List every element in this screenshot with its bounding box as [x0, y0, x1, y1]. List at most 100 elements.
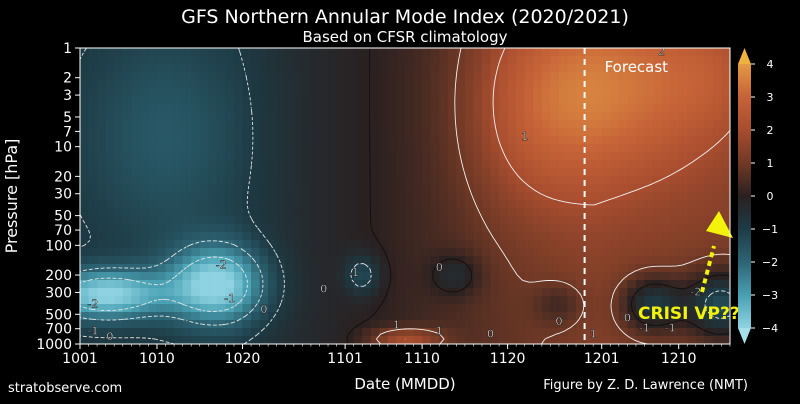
field-cell	[139, 96, 150, 105]
field-cell	[310, 240, 321, 249]
field-cell	[293, 272, 303, 281]
field-cell	[550, 224, 560, 233]
field-cell	[439, 80, 449, 89]
field-cell	[319, 136, 329, 145]
field-cell	[310, 320, 321, 329]
field-cell	[336, 120, 346, 129]
field-cell	[618, 136, 628, 145]
field-cell	[251, 128, 261, 137]
field-cell	[268, 104, 278, 113]
field-cell	[550, 96, 560, 105]
field-cell	[422, 168, 432, 177]
field-cell	[293, 128, 303, 137]
field-cell	[88, 240, 98, 249]
field-cell	[456, 112, 466, 121]
field-cell	[550, 288, 560, 297]
field-cell	[653, 192, 663, 201]
field-cell	[97, 72, 107, 81]
field-cell	[422, 240, 432, 249]
field-cell	[122, 232, 132, 241]
field-cell	[268, 296, 278, 305]
field-cell	[336, 264, 346, 273]
field-cell	[131, 312, 141, 321]
field-cell	[422, 112, 432, 121]
field-cell	[345, 64, 355, 73]
field-cell	[148, 240, 158, 249]
field-cell	[139, 328, 150, 337]
field-cell	[405, 200, 415, 209]
field-cell	[447, 176, 457, 185]
field-cell	[268, 216, 278, 225]
field-cell	[122, 64, 132, 73]
field-cell	[422, 72, 432, 81]
field-cell	[439, 328, 449, 337]
field-cell	[447, 272, 457, 281]
field-cell	[319, 280, 329, 289]
field-cell	[550, 312, 560, 321]
field-cell	[276, 336, 286, 344]
field-cell	[225, 48, 235, 57]
field-cell	[156, 96, 167, 105]
nam-field	[80, 48, 730, 344]
field-cell	[635, 208, 646, 217]
field-cell	[430, 288, 440, 297]
field-cell	[191, 296, 201, 305]
field-cell	[319, 296, 329, 305]
field-cell	[541, 264, 551, 273]
field-cell	[319, 312, 329, 321]
field-cell	[80, 296, 90, 305]
field-cell	[191, 80, 201, 89]
field-cell	[362, 152, 372, 161]
field-cell	[635, 296, 646, 305]
field-cell	[139, 272, 150, 281]
field-cell	[610, 88, 620, 97]
field-cell	[422, 136, 432, 145]
field-cell	[319, 56, 329, 65]
field-cell	[302, 88, 312, 97]
field-cell	[387, 248, 398, 257]
field-cell	[345, 152, 355, 161]
field-cell	[182, 128, 192, 137]
field-cell	[268, 320, 278, 329]
field-cell	[396, 304, 406, 313]
field-cell	[310, 272, 321, 281]
field-cell	[362, 232, 372, 241]
field-cell	[422, 200, 432, 209]
field-cell	[345, 176, 355, 185]
field-cell	[387, 336, 398, 344]
field-cell	[293, 104, 303, 113]
field-cell	[550, 160, 560, 169]
field-cell	[353, 256, 363, 265]
field-cell	[439, 184, 449, 193]
field-cell	[302, 120, 312, 129]
field-cell	[524, 96, 534, 105]
field-cell	[174, 288, 184, 297]
field-cell	[370, 136, 380, 145]
field-cell	[293, 216, 303, 225]
field-cell	[396, 232, 406, 241]
field-cell	[208, 112, 218, 121]
field-cell	[635, 304, 646, 313]
field-cell	[405, 152, 415, 161]
field-cell	[387, 88, 398, 97]
field-cell	[139, 120, 150, 129]
field-cell	[251, 136, 261, 145]
field-cell	[182, 112, 192, 121]
field-cell	[148, 192, 158, 201]
field-cell	[251, 224, 261, 233]
field-cell	[653, 264, 663, 273]
field-cell	[524, 136, 534, 145]
field-cell	[558, 296, 569, 305]
field-cell	[387, 144, 398, 153]
field-cell	[704, 120, 714, 129]
field-cell	[328, 256, 338, 265]
field-cell	[610, 288, 620, 297]
field-cell	[695, 312, 705, 321]
field-cell	[122, 272, 132, 281]
field-cell	[131, 120, 141, 129]
field-cell	[721, 240, 730, 249]
field-cell	[233, 160, 244, 169]
field-cell	[293, 296, 303, 305]
field-cell	[379, 288, 389, 297]
field-cell	[627, 48, 637, 57]
